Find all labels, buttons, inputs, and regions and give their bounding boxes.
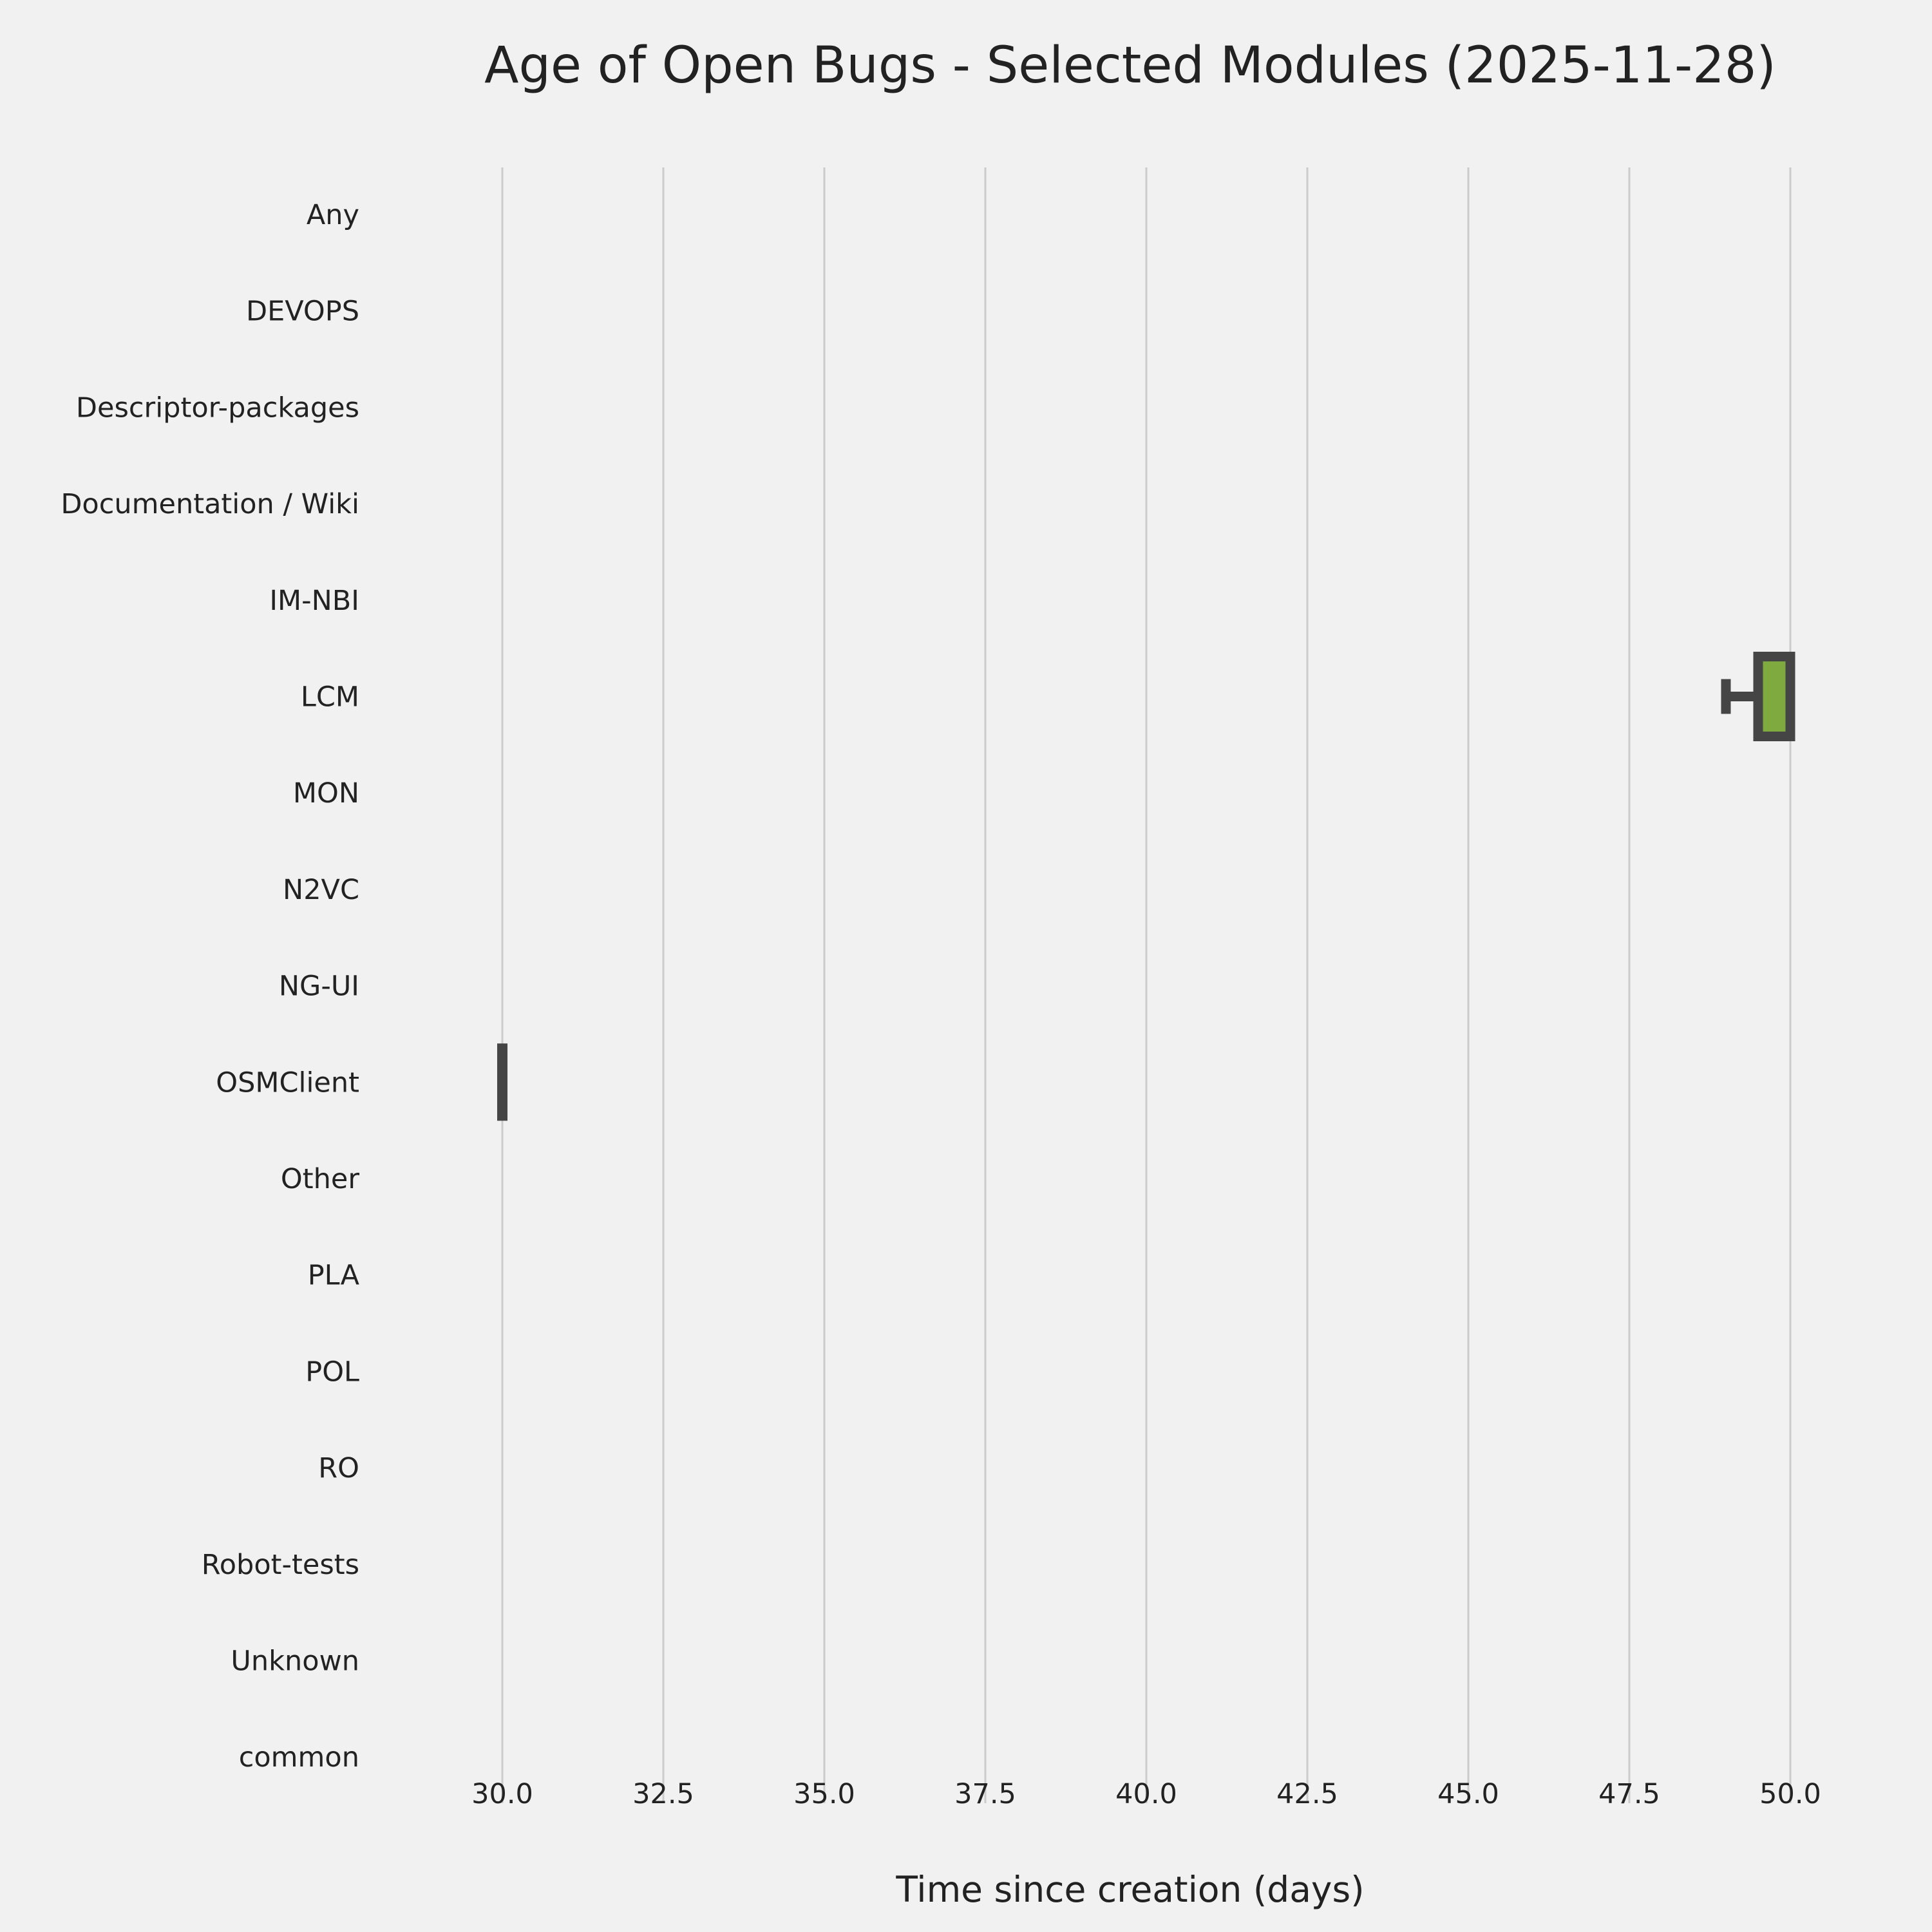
y-tick-label: IM-NBI [269,585,359,617]
y-tick-label: DEVOPS [246,296,359,328]
box-lcm [1721,652,1795,741]
y-tick-labels: Any DEVOPS Descriptor-packages Documentatio… [61,199,359,1774]
y-tick-label: N2VC [283,874,359,906]
x-tick-label: 42.5 [1276,1778,1338,1810]
x-tick-labels: 30.0 32.5 35.0 37.5 40.0 42.5 45.0 47.5 50.0 [471,1778,1821,1810]
x-tick-label: 45.0 [1437,1778,1499,1810]
y-tick-label: OSMClient [216,1066,359,1099]
chart-title: Age of Open Bugs - Selected Modules (202… [484,37,1776,95]
x-tick-label: 32.5 [632,1778,694,1810]
y-tick-label: Unknown [231,1645,359,1678]
y-tick-label: Robot-tests [202,1549,359,1581]
x-gridlines [501,167,1792,1803]
y-tick-label: PLA [308,1260,360,1292]
x-tick-label: 47.5 [1598,1778,1660,1810]
y-tick-label: Other [281,1163,359,1195]
y-tick-label: LCM [301,681,359,714]
y-tick-label: Descriptor-packages [76,392,359,424]
y-tick-label: RO [318,1452,359,1484]
y-tick-label: POL [305,1356,359,1388]
y-tick-label: common [239,1741,359,1774]
x-tick-label: 35.0 [793,1778,855,1810]
box-series [497,652,1795,1121]
y-tick-label: Documentation / Wiki [61,488,359,520]
x-tick-label: 50.0 [1759,1778,1821,1810]
box-rect [1753,652,1795,741]
box-osmclient [497,1043,507,1121]
y-tick-label: MON [293,777,359,810]
x-axis-label: Time since creation (days) [895,1869,1364,1910]
x-tick-label: 30.0 [471,1778,533,1810]
y-tick-label: Any [307,199,359,231]
x-tick-label: 40.0 [1115,1778,1177,1810]
y-tick-label: NG-UI [279,971,359,1003]
box-rect [497,1043,507,1121]
x-tick-label: 37.5 [954,1778,1016,1810]
